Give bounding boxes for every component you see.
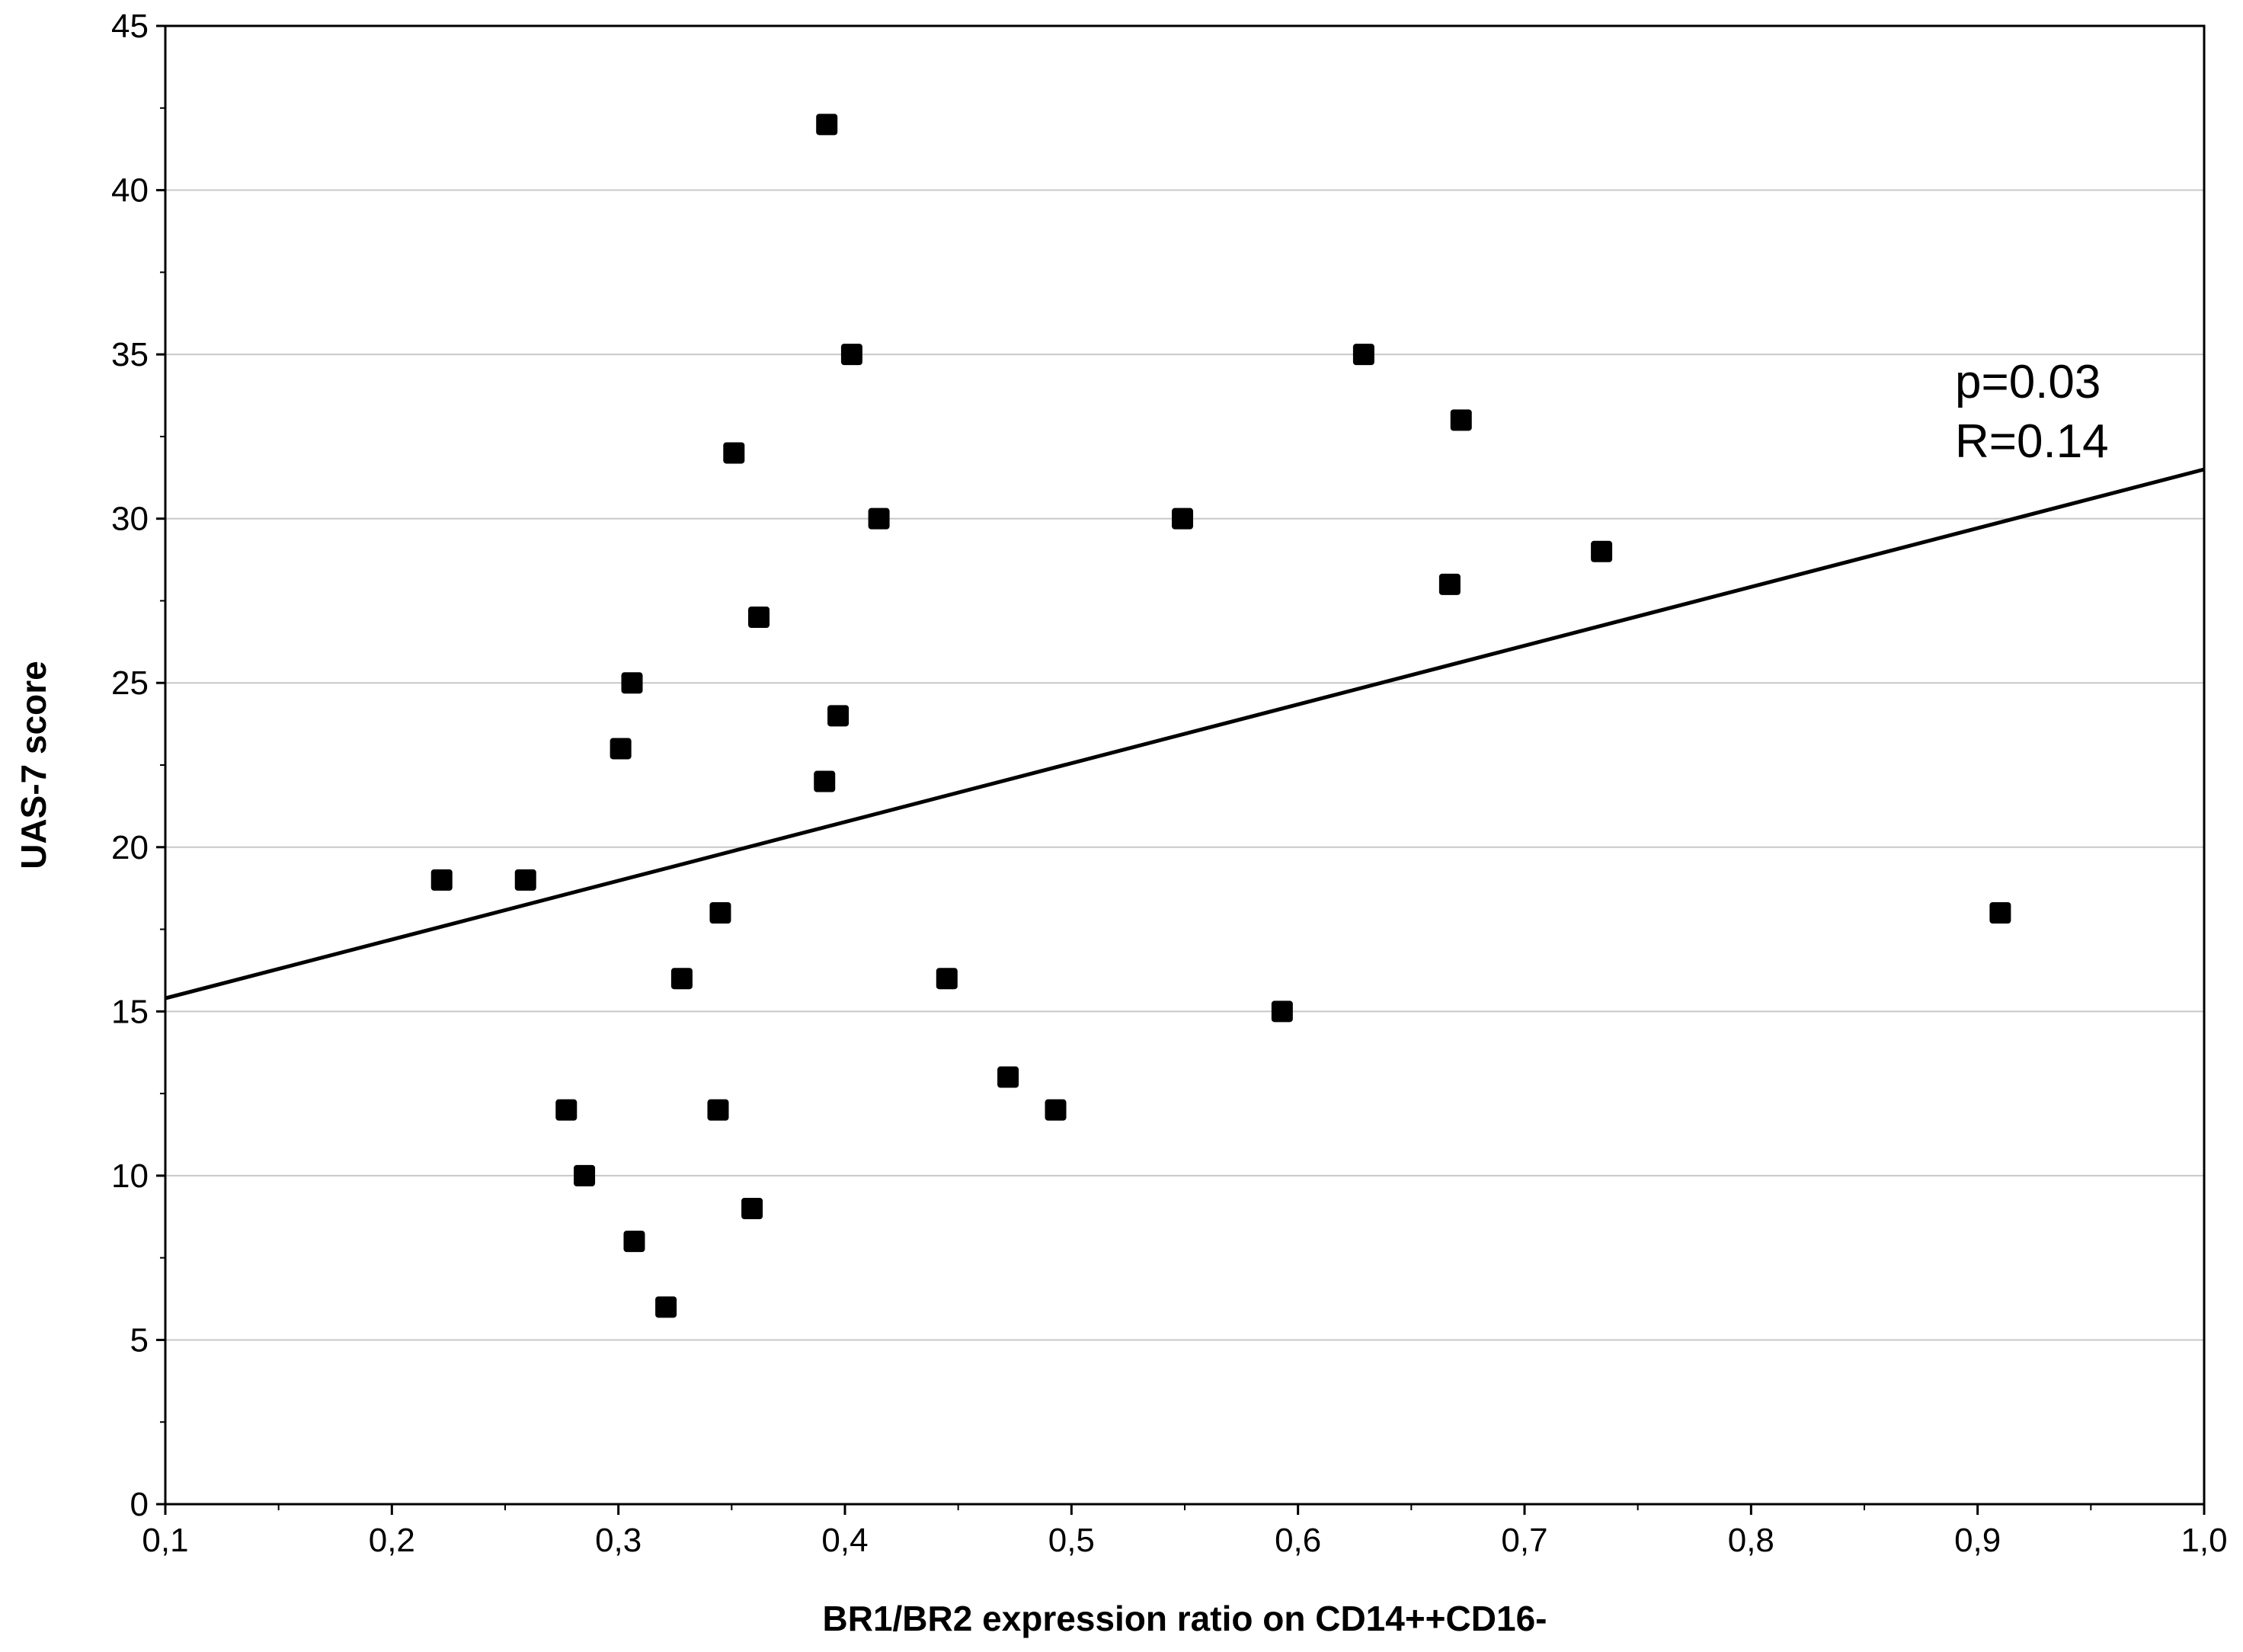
data-point — [741, 1198, 763, 1219]
data-point — [1271, 1000, 1293, 1023]
x-tick-label: 0,9 — [1954, 1522, 2001, 1559]
data-point — [1172, 507, 1194, 530]
data-point — [840, 344, 862, 366]
data-point — [655, 1296, 677, 1318]
data-point — [709, 902, 731, 924]
x-tick-label: 0,4 — [821, 1522, 868, 1559]
y-tick-label: 20 — [111, 829, 149, 866]
plot-frame — [164, 24, 2206, 1506]
x-tick-label: 0,7 — [1501, 1522, 1547, 1559]
data-point — [623, 1231, 645, 1253]
x-axis-label: BR1/BR2 expression ratio on CD14++CD16- — [823, 1599, 1547, 1638]
annotation-p-value: p=0.03 — [1955, 356, 2101, 408]
data-point — [1438, 573, 1461, 595]
data-point — [936, 968, 958, 990]
grid-lines — [165, 189, 2204, 1341]
data-point — [514, 869, 536, 891]
x-tick-label: 0,5 — [1048, 1522, 1095, 1559]
y-tick-label: 15 — [111, 993, 149, 1030]
data-point — [707, 1099, 729, 1121]
x-tick-label: 0,1 — [142, 1522, 188, 1559]
y-tick-label: 10 — [111, 1157, 149, 1195]
data-point — [827, 705, 850, 727]
y-tick-label: 45 — [111, 8, 149, 45]
data-point — [555, 1099, 578, 1121]
data-point — [816, 114, 838, 136]
y-axis-label: UAS-7 score — [14, 661, 53, 869]
data-point — [748, 607, 770, 628]
data-point — [1591, 540, 1613, 562]
data-point — [997, 1066, 1019, 1088]
data-point — [1989, 902, 2011, 924]
y-tick-label: 0 — [130, 1486, 149, 1523]
x-tick-label: 0,3 — [595, 1522, 642, 1559]
y-tick-label: 40 — [111, 172, 149, 210]
data-point — [1450, 409, 1472, 431]
y-tick-label: 25 — [111, 664, 149, 702]
data-point — [621, 672, 643, 694]
data-points — [430, 114, 2011, 1318]
y-tick-label: 5 — [130, 1321, 149, 1359]
data-point — [868, 507, 890, 530]
data-point — [1352, 344, 1374, 366]
regression-line — [165, 467, 2205, 1000]
y-axis: 0 5 10 15 20 25 30 35 40 45 — [111, 8, 165, 1523]
x-tick-label: 0,6 — [1275, 1522, 1321, 1559]
data-point — [610, 738, 632, 760]
x-axis: 0,1 0,2 0,3 0,4 0,5 0,6 0,7 0,8 0,9 1,0 — [142, 1504, 2228, 1559]
x-tick-label: 0,8 — [1728, 1522, 1774, 1559]
y-tick-label: 35 — [111, 336, 149, 373]
data-point — [574, 1164, 596, 1186]
y-tick-label: 30 — [111, 501, 149, 538]
data-point — [814, 770, 836, 792]
data-point — [430, 869, 453, 891]
x-tick-label: 0,2 — [369, 1522, 415, 1559]
x-tick-label: 1,0 — [2181, 1522, 2227, 1559]
annotation-r-value: R=0.14 — [1955, 415, 2109, 468]
data-point — [1045, 1099, 1067, 1121]
data-point — [723, 442, 745, 464]
data-point — [670, 968, 693, 990]
